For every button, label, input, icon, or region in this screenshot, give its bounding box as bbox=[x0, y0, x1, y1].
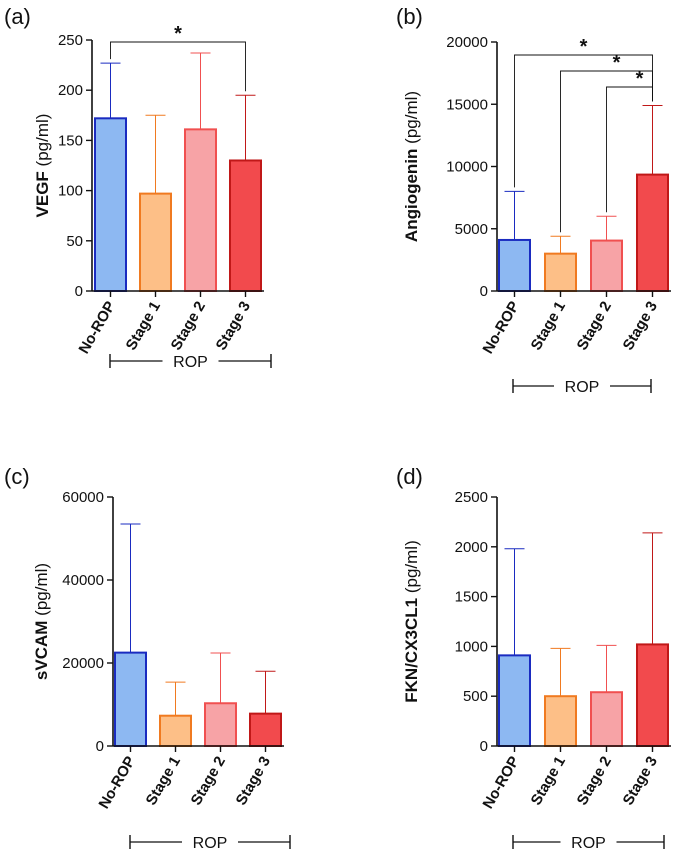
x-tick-label: Stage 2 bbox=[168, 299, 209, 354]
bar bbox=[498, 238, 531, 292]
y-tick-label: 15000 bbox=[446, 96, 488, 113]
rop-group-label: ROP bbox=[571, 835, 606, 852]
bar bbox=[498, 654, 531, 748]
y-tick-label: 60000 bbox=[62, 489, 104, 506]
bar bbox=[544, 252, 577, 292]
y-tick-label: 1000 bbox=[455, 638, 488, 655]
y-tick-label: 2500 bbox=[455, 489, 488, 506]
y-tick-label: 0 bbox=[96, 738, 104, 755]
significance-bracket bbox=[560, 70, 653, 233]
bar bbox=[159, 714, 192, 748]
y-axis-title-name: VEGF bbox=[33, 171, 52, 217]
significance-marker: * bbox=[174, 23, 182, 45]
y-axis-title-name: FKN/CX3CL1 bbox=[402, 598, 421, 703]
y-tick-label: 20000 bbox=[62, 655, 104, 672]
bar bbox=[184, 128, 217, 292]
significance-bracket bbox=[606, 86, 653, 213]
y-tick-label: 0 bbox=[480, 283, 488, 300]
y-tick-label: 5000 bbox=[455, 221, 488, 238]
y-tick-label: 100 bbox=[58, 183, 83, 200]
y-axis-title: sVCAM (pg/ml) bbox=[32, 563, 51, 680]
x-tick-label: Stage 3 bbox=[620, 754, 661, 809]
y-axis-title: VEGF (pg/ml) bbox=[33, 114, 52, 218]
rop-group-label: ROP bbox=[173, 354, 208, 371]
y-tick-label: 250 bbox=[58, 32, 83, 49]
x-tick-label: Stage 1 bbox=[143, 754, 184, 809]
x-tick-label: No-ROP bbox=[95, 754, 138, 812]
bar bbox=[139, 192, 172, 292]
y-tick-label: 200 bbox=[58, 82, 83, 99]
y-axis-title: Angiogenin (pg/ml) bbox=[402, 91, 421, 242]
bar bbox=[590, 691, 623, 748]
bar bbox=[590, 239, 623, 292]
bar bbox=[204, 702, 237, 748]
rop-group-label: ROP bbox=[565, 379, 600, 396]
y-axis-title-unit: (pg/ml) bbox=[402, 540, 421, 593]
chart-panel-2: (b) Angiogenin (pg/ml) 0 5000 10000 15000 2000… bbox=[396, 4, 671, 396]
significance-marker: * bbox=[636, 68, 644, 90]
rop-group-bracket: ROP bbox=[109, 354, 272, 371]
rop-group-label: ROP bbox=[193, 835, 228, 852]
significance-bracket bbox=[110, 41, 246, 92]
rop-group-bracket: ROP bbox=[512, 835, 665, 852]
y-tick-label: 0 bbox=[75, 283, 83, 300]
panel-label: (d) bbox=[396, 464, 423, 489]
bar bbox=[229, 159, 262, 292]
x-tick-label: No-ROP bbox=[75, 299, 118, 357]
x-tick-label: Stage 2 bbox=[188, 754, 229, 809]
bar bbox=[249, 712, 282, 748]
bar bbox=[636, 173, 669, 292]
y-tick-label: 1500 bbox=[455, 589, 488, 606]
y-axis-title: FKN/CX3CL1 (pg/ml) bbox=[402, 540, 421, 703]
y-tick-label: 2000 bbox=[455, 539, 488, 556]
y-axis-title-name: Angiogenin bbox=[402, 149, 421, 242]
x-tick-label: No-ROP bbox=[479, 754, 522, 812]
significance-marker: * bbox=[580, 36, 588, 58]
x-tick-label: Stage 1 bbox=[528, 299, 569, 354]
rop-group-bracket: ROP bbox=[512, 379, 652, 396]
x-tick-label: Stage 3 bbox=[620, 299, 661, 354]
x-tick-label: Stage 2 bbox=[574, 299, 615, 354]
y-tick-label: 10000 bbox=[446, 159, 488, 176]
bar bbox=[636, 643, 669, 748]
y-axis-title-name: sVCAM bbox=[32, 621, 51, 681]
y-axis-title-unit: (pg/ml) bbox=[33, 114, 52, 167]
y-tick-label: 0 bbox=[480, 738, 488, 755]
x-tick-label: No-ROP bbox=[479, 299, 522, 357]
x-tick-label: Stage 2 bbox=[574, 754, 615, 809]
x-tick-label: Stage 3 bbox=[213, 299, 254, 354]
chart-panel-4: (d) FKN/CX3CL1 (pg/ml) 0 500 1000 1500 2000 250… bbox=[396, 464, 671, 852]
y-axis-title-unit: (pg/ml) bbox=[402, 91, 421, 144]
x-tick-label: Stage 1 bbox=[123, 299, 164, 354]
panel-label: (a) bbox=[4, 4, 31, 29]
y-tick-label: 500 bbox=[463, 688, 488, 705]
rop-group-bracket: ROP bbox=[129, 835, 291, 852]
panel-label: (c) bbox=[4, 464, 30, 489]
y-axis-title-unit: (pg/ml) bbox=[32, 563, 51, 616]
bar bbox=[94, 117, 127, 292]
significance-bracket bbox=[514, 54, 653, 188]
y-tick-label: 20000 bbox=[446, 34, 488, 51]
bar bbox=[544, 695, 577, 748]
x-tick-label: Stage 3 bbox=[233, 754, 274, 809]
bar bbox=[114, 651, 147, 747]
significance-marker: * bbox=[613, 52, 621, 74]
y-tick-label: 50 bbox=[66, 233, 83, 250]
x-tick-label: Stage 1 bbox=[528, 754, 569, 809]
panel-label: (b) bbox=[396, 4, 423, 29]
y-tick-label: 40000 bbox=[62, 572, 104, 589]
y-tick-label: 150 bbox=[58, 132, 83, 149]
